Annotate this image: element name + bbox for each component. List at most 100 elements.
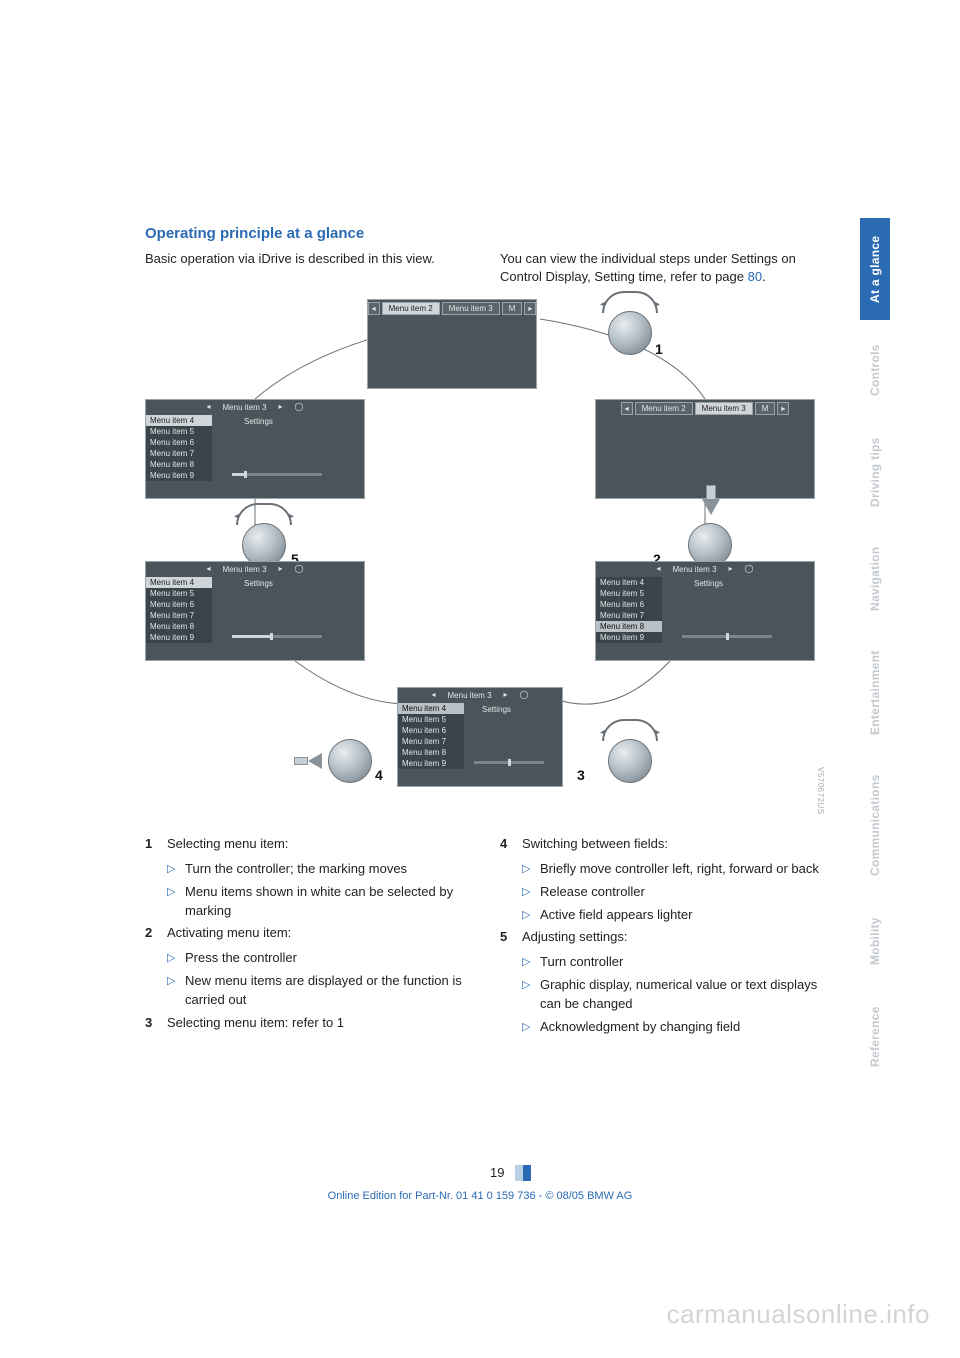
tab-m: M — [502, 302, 523, 315]
list-item: Menu item 5 — [146, 588, 212, 599]
list-item-highlight: Menu item 4 — [398, 703, 464, 714]
list-item: Menu item 7 — [596, 610, 662, 621]
list-item: Menu item 5 — [146, 426, 212, 437]
list-item: Menu item 5 — [398, 714, 464, 725]
step-sub-text: Release controller — [540, 883, 825, 902]
side-tab[interactable]: Reference — [860, 990, 890, 1084]
knob-3: ◂▸ — [595, 737, 665, 785]
step-sub-text: Turn controller — [540, 953, 825, 972]
list-item: Menu item 7 — [398, 736, 464, 747]
list-item: Menu item 6 — [596, 599, 662, 610]
intro-right: You can view the individual steps under … — [500, 250, 825, 285]
step-sub-item: ▷Active field appears lighter — [522, 906, 825, 925]
screen-left-upper: ◂ Menu item 3 ▸ ◯ Menu item 4 Menu item … — [145, 399, 365, 499]
side-tabs: At a glance Controls Driving tips Navigatio… — [860, 218, 890, 1090]
list-item: Menu item 9 — [398, 758, 464, 769]
page: Operating principle at a glance Basic op… — [0, 0, 960, 1358]
step: 5Adjusting settings: — [500, 928, 825, 947]
settings-label: Settings — [694, 579, 723, 588]
list-item: Menu item 4 — [146, 577, 212, 588]
step-sub-text: Briefly move controller left, right, for… — [540, 860, 825, 879]
tab-b-lit: Menu item 3 — [695, 402, 753, 415]
side-tab[interactable]: At a glance — [860, 218, 890, 320]
section-heading: Operating principle at a glance — [145, 225, 825, 242]
tabbar-ru: ◂ Menu item 2 Menu item 3 M ▸ — [596, 400, 814, 417]
step-sub-item: ▷Graphic display, numerical value or tex… — [522, 976, 825, 1014]
list-item: Menu item 9 — [596, 632, 662, 643]
list-item: Menu item 7 — [146, 448, 212, 459]
footer-line: Online Edition for Part-Nr. 01 41 0 159 … — [0, 1190, 960, 1202]
menu-list-b: Menu item 4 Menu item 5 Menu item 6 Menu… — [398, 703, 464, 769]
step-sub-text: Acknowledgment by changing field — [540, 1018, 825, 1037]
step-sub-item: ▷Turn the controller; the marking moves — [167, 860, 470, 879]
step-text: Switching between fields: — [522, 835, 825, 854]
step-sub-item: ▷Turn controller — [522, 953, 825, 972]
sub-close-icon: ◯ — [295, 402, 304, 413]
tabbar-top: ◂ Menu item 2 Menu item 3 M ▸ — [368, 300, 536, 317]
list-item: Menu item 9 — [146, 470, 212, 481]
list-item: Menu item 6 — [146, 437, 212, 448]
list-item: Menu item 7 — [146, 610, 212, 621]
sub-arrow-left-icon: ◂ — [206, 402, 210, 413]
step-sub-text: New menu items are displayed or the func… — [185, 972, 470, 1010]
settings-label: Settings — [244, 417, 273, 426]
screen-top: ◂ Menu item 2 Menu item 3 M ▸ — [367, 299, 537, 389]
slider-ll — [232, 635, 322, 638]
triangle-bullet-icon: ▷ — [522, 860, 540, 879]
step-number: 4 — [500, 835, 522, 854]
tab-arrow-right-icon: ▸ — [777, 402, 789, 415]
list-item: Menu item 4 — [146, 415, 212, 426]
tab-m: M — [755, 402, 776, 415]
step-number: 1 — [145, 835, 167, 854]
side-tab[interactable]: Mobility — [860, 898, 890, 984]
list-item: Menu item 8 — [146, 621, 212, 632]
side-tab[interactable]: Entertainment — [860, 634, 890, 752]
list-item: Menu item 6 — [398, 725, 464, 736]
triangle-bullet-icon: ▷ — [167, 972, 185, 1010]
triangle-bullet-icon: ▷ — [522, 883, 540, 902]
step-text: Selecting menu item: refer to 1 — [167, 1014, 470, 1033]
side-tab[interactable]: Navigation — [860, 530, 890, 628]
step-text: Activating menu item: — [167, 924, 470, 943]
menu-list-rl: Menu item 4 Menu item 5 Menu item 6 Menu… — [596, 577, 662, 643]
menu-list-ll: Menu item 4 Menu item 5 Menu item 6 Menu… — [146, 577, 212, 643]
triangle-bullet-icon: ▷ — [522, 953, 540, 972]
operating-diagram: ◂ Menu item 2 Menu item 3 M ▸ ◂▸ 1 ◂ Men… — [145, 299, 825, 819]
list-item: Menu item 5 — [596, 588, 662, 599]
diagram-label-4: 4 — [375, 767, 383, 783]
menu-list-lu: Menu item 4 Menu item 5 Menu item 6 Menu… — [146, 415, 212, 481]
page-ref-link[interactable]: 80 — [748, 269, 762, 284]
diagram-signature: V570672US — [816, 767, 825, 815]
triangle-bullet-icon: ▷ — [167, 883, 185, 921]
step: 2Activating menu item: — [145, 924, 470, 943]
subbar-b: ◂Menu item 3▸◯ — [398, 688, 562, 703]
step-sub-item: ▷Release controller — [522, 883, 825, 902]
step-sub-item: ▷New menu items are displayed or the fun… — [167, 972, 470, 1010]
side-tab[interactable]: Controls — [860, 326, 890, 414]
side-tab[interactable]: Driving tips — [860, 420, 890, 524]
sub-arrow-right-icon: ▸ — [279, 402, 283, 413]
list-item: Menu item 8 — [398, 747, 464, 758]
tab-a: Menu item 2 — [382, 302, 440, 315]
step-sub-item: ▷Briefly move controller left, right, fo… — [522, 860, 825, 879]
tab-b: Menu item 3 — [442, 302, 500, 315]
screen-right-lower: ◂Menu item 3▸◯ Menu item 4 Menu item 5 M… — [595, 561, 815, 661]
diagram-label-3: 3 — [577, 767, 585, 783]
steps-right-col: 4Switching between fields:▷Briefly move … — [500, 835, 825, 1041]
list-item: Menu item 6 — [146, 599, 212, 610]
step-number: 3 — [145, 1014, 167, 1033]
page-marker-icon — [515, 1165, 539, 1181]
watermark: carmanualsonline.info — [667, 1299, 930, 1330]
list-item: Menu item 8 — [146, 459, 212, 470]
triangle-bullet-icon: ▷ — [522, 976, 540, 1014]
step-sub-text: Active field appears lighter — [540, 906, 825, 925]
tab-arrow-left-icon: ◂ — [621, 402, 633, 415]
side-tab[interactable]: Communications — [860, 758, 890, 892]
tab-arrow-left-icon: ◂ — [368, 302, 380, 315]
content-area: Operating principle at a glance Basic op… — [145, 225, 825, 1041]
step: 3Selecting menu item: refer to 1 — [145, 1014, 470, 1033]
slider-b — [474, 761, 544, 764]
step-sub-item: ▷Menu items shown in white can be select… — [167, 883, 470, 921]
list-item-highlight: Menu item 8 — [596, 621, 662, 632]
triangle-bullet-icon: ▷ — [167, 949, 185, 968]
